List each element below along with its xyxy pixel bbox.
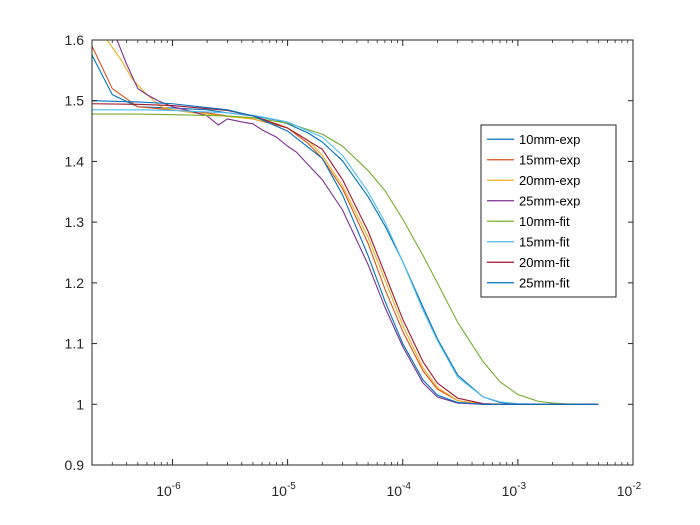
x-tick-base: 10	[386, 483, 402, 499]
legend-label: 20mm-fit	[519, 255, 570, 270]
x-tick-base: 10	[617, 483, 633, 499]
x-tick-label: 10-4	[386, 481, 411, 499]
x-tick-exponent: -6	[172, 481, 181, 492]
y-tick-label: 1	[76, 396, 84, 412]
y-tick-label: 1.6	[65, 32, 85, 48]
legend-label: 25mm-fit	[519, 275, 570, 290]
axis-ticks: 0.911.11.21.31.41.51.610-6 10-5 10-4 10-3 10…	[65, 32, 642, 499]
y-tick-label: 1.4	[65, 153, 85, 169]
legend-label: 10mm-fit	[519, 214, 570, 229]
legend-box	[480, 124, 617, 298]
series-line-15mm-fit	[92, 109, 599, 405]
x-tick-base: 10	[502, 483, 518, 499]
y-tick-label: 1.2	[65, 275, 85, 291]
y-tick-label: 1.1	[65, 336, 85, 352]
series-line-25mm-exp	[116, 40, 599, 405]
x-tick-exponent: -4	[402, 481, 411, 492]
x-tick-exponent: -5	[287, 481, 296, 492]
legend: 10mm-exp 15mm-exp 20mm-exp 25mm-exp 10mm-fit…	[480, 124, 617, 298]
x-tick-base: 10	[156, 483, 172, 499]
y-tick-label: 0.9	[65, 457, 85, 473]
x-tick-label: 10-5	[271, 481, 296, 499]
series-line-25mm-fit	[92, 100, 599, 405]
x-tick-exponent: -3	[517, 481, 526, 492]
x-tick-exponent: -2	[632, 481, 641, 492]
series-line-10mm-fit	[92, 113, 599, 405]
legend-label: 15mm-fit	[519, 234, 570, 249]
legend-label: 25mm-exp	[519, 193, 580, 208]
legend-label: 15mm-exp	[519, 152, 580, 167]
x-tick-label: 10-6	[156, 481, 181, 499]
legend-label: 10mm-exp	[519, 132, 580, 147]
x-tick-base: 10	[271, 483, 287, 499]
axes-box	[91, 39, 634, 466]
legend-label: 20mm-exp	[519, 173, 580, 188]
x-tick-label: 10-2	[617, 481, 642, 499]
x-tick-label: 10-3	[502, 481, 527, 499]
series-layer	[92, 40, 599, 405]
y-tick-label: 1.3	[65, 214, 85, 230]
y-tick-label: 1.5	[65, 93, 85, 109]
